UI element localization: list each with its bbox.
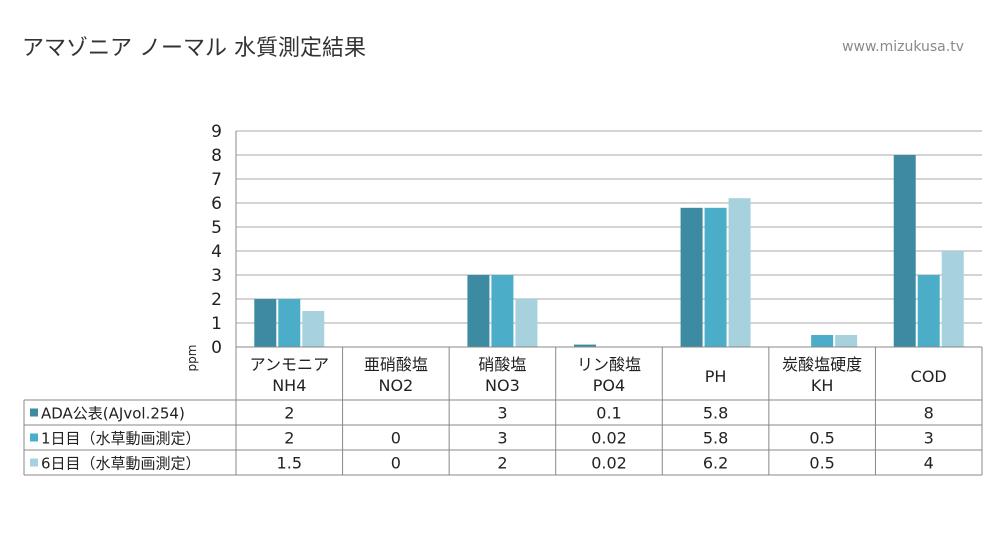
category-label: 亜硝酸塩	[364, 355, 428, 374]
data-cell: 0.1	[596, 404, 621, 423]
data-cell: 4	[924, 454, 934, 473]
data-cell: 2	[284, 429, 294, 448]
data-cell: 6.2	[703, 454, 728, 473]
category-label: 硝酸塩	[478, 355, 526, 374]
category-label: リン酸塩	[577, 355, 641, 374]
data-cell: 0	[391, 454, 401, 473]
data-cell: 8	[924, 404, 934, 423]
bar	[278, 299, 301, 347]
data-cell: 2	[284, 404, 294, 423]
bar	[835, 335, 858, 347]
data-cell: 2	[497, 454, 507, 473]
bar	[491, 275, 514, 347]
data-cell: 0.5	[809, 429, 834, 448]
data-cell: 0	[391, 429, 401, 448]
legend-label: 1日目（水草動画測定）	[41, 430, 201, 448]
bar	[680, 207, 703, 347]
y-tick-label: 4	[211, 242, 222, 262]
data-cell: 3	[497, 404, 507, 423]
y-tick-label: 9	[211, 122, 222, 142]
bar	[254, 299, 277, 347]
bar	[704, 207, 727, 347]
bar	[811, 335, 834, 347]
bar	[893, 155, 916, 347]
data-cell: 1.5	[277, 454, 302, 473]
bar	[467, 275, 490, 347]
category-label: KH	[811, 376, 834, 395]
category-label: PO4	[593, 376, 625, 395]
category-label: NO3	[485, 376, 520, 395]
bar	[515, 299, 538, 347]
legend-swatch	[30, 408, 38, 417]
y-axis-label: ppm	[185, 345, 199, 372]
data-cell: 5.8	[703, 404, 728, 423]
y-tick-label: 8	[211, 146, 222, 166]
category-label: 炭酸塩硬度	[782, 355, 862, 374]
category-label: NO2	[378, 376, 413, 395]
y-tick-label: 1	[211, 314, 222, 334]
category-label: COD	[911, 367, 947, 386]
data-cell: 3	[497, 429, 507, 448]
legend-swatch	[30, 433, 38, 442]
site-url: www.mizukusa.tv	[842, 39, 964, 55]
data-cell: 0.02	[591, 429, 627, 448]
y-tick-label: 5	[211, 218, 222, 238]
legend-label: 6日目（水草動画測定）	[41, 455, 201, 473]
bar	[941, 251, 964, 347]
data-cell: 3	[924, 429, 934, 448]
y-tick-label: 6	[211, 194, 222, 214]
data-cell: 5.8	[703, 429, 728, 448]
data-cell: 0.02	[591, 454, 627, 473]
y-tick-label: 0	[211, 338, 222, 358]
category-label: PH	[705, 367, 727, 386]
bar	[302, 311, 325, 347]
legend-swatch	[30, 458, 38, 467]
y-tick-label: 2	[211, 290, 222, 310]
category-label: アンモニア	[250, 355, 329, 374]
chart-title: アマゾニア ノーマル 水質測定結果	[22, 36, 366, 61]
legend-label: ADA公表(AJvol.254)	[41, 405, 185, 423]
bar	[728, 198, 751, 347]
y-tick-label: 3	[211, 266, 222, 286]
bar	[917, 275, 940, 347]
y-tick-label: 7	[211, 170, 222, 190]
category-label: NH4	[272, 376, 306, 395]
data-cell: 0.5	[809, 454, 834, 473]
bar	[574, 344, 596, 347]
